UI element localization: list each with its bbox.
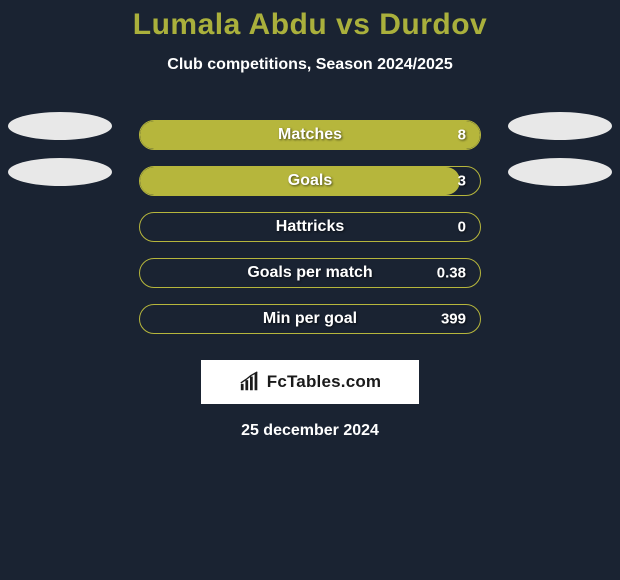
stat-label: Goals per match	[247, 264, 372, 282]
bar-track: Min per goal 399	[139, 304, 481, 334]
stat-value: 0.38	[437, 265, 466, 282]
bar-track: Goals per match 0.38	[139, 258, 481, 288]
stat-row: Matches 8	[0, 112, 620, 158]
stat-label: Matches	[278, 126, 342, 144]
barchart-icon	[239, 371, 261, 393]
stat-value: 399	[441, 311, 466, 328]
bar-track: Matches 8	[139, 120, 481, 150]
date-text: 25 december 2024	[0, 422, 620, 440]
stat-value: 8	[458, 127, 466, 144]
stat-label: Min per goal	[263, 310, 357, 328]
stat-row: Hattricks 0	[0, 204, 620, 250]
stat-value: 3	[458, 173, 466, 190]
stat-row: Min per goal 399	[0, 296, 620, 342]
stat-label: Hattricks	[276, 218, 344, 236]
bar-track: Hattricks 0	[139, 212, 481, 242]
stats-section: Matches 8 Goals 3 Hattricks 0 Goals per …	[0, 112, 620, 342]
root: Lumala Abdu vs Durdov Club competitions,…	[0, 0, 620, 440]
page-title: Lumala Abdu vs Durdov	[0, 8, 620, 42]
logo: FcTables.com	[201, 360, 419, 404]
bar-track: Goals 3	[139, 166, 481, 196]
stat-value: 0	[458, 219, 466, 236]
stat-label: Goals	[288, 172, 332, 190]
stat-row: Goals per match 0.38	[0, 250, 620, 296]
stat-row: Goals 3	[0, 158, 620, 204]
logo-text: FcTables.com	[267, 372, 382, 392]
subtitle: Club competitions, Season 2024/2025	[0, 56, 620, 74]
